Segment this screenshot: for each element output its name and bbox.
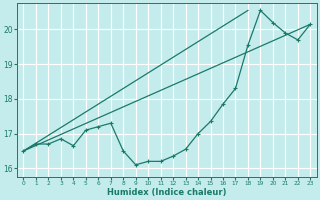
X-axis label: Humidex (Indice chaleur): Humidex (Indice chaleur) <box>107 188 227 197</box>
